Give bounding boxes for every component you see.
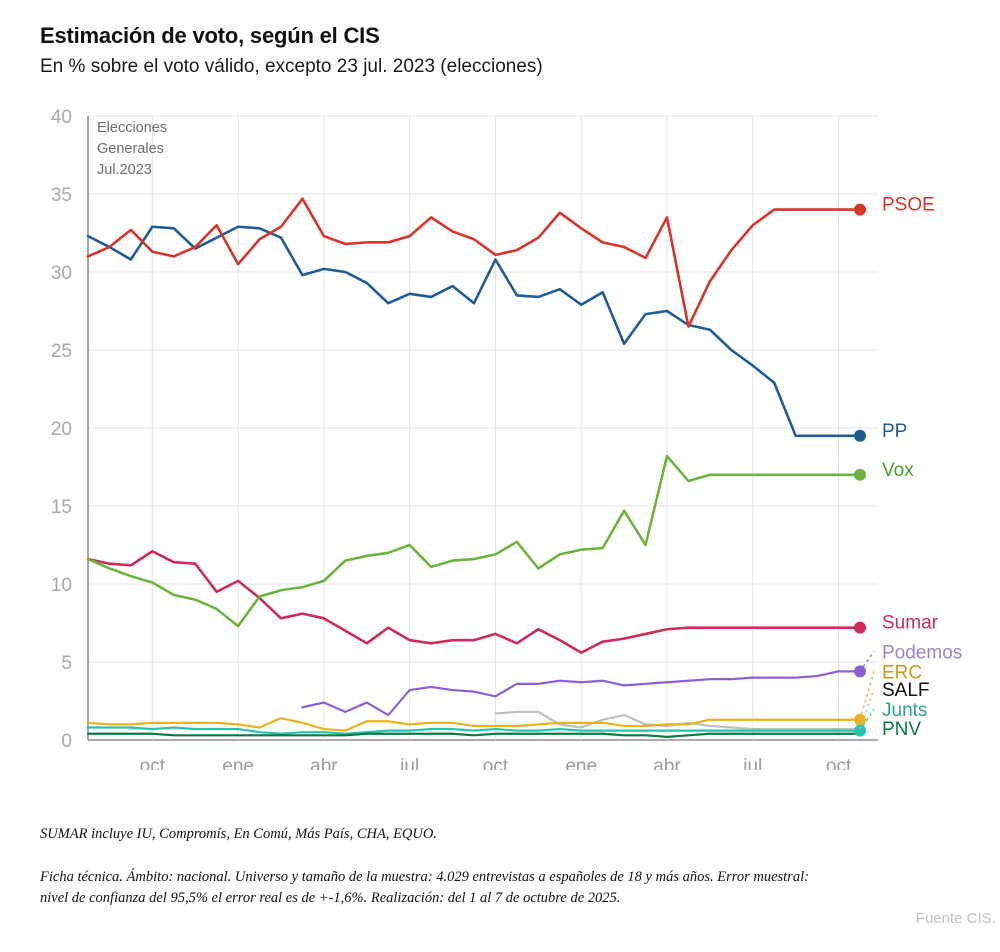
series-label-salf: SALF bbox=[882, 680, 930, 701]
series-endpoint-dot-sumar bbox=[854, 621, 866, 634]
leader-line-salf bbox=[859, 688, 875, 730]
election-annotation-line: Jul.2023 bbox=[97, 162, 152, 178]
x-axis-tick-month: oct bbox=[483, 756, 509, 770]
series-endpoint-dot-pp bbox=[854, 429, 866, 442]
series-label-erc: ERC bbox=[882, 663, 922, 684]
series-line-vox bbox=[86, 454, 862, 628]
y-axis-tick-label: 40 bbox=[51, 107, 72, 128]
series-label-vox: Vox bbox=[882, 460, 914, 481]
y-axis-tick-label: 25 bbox=[51, 341, 72, 362]
series-line-podemos bbox=[301, 670, 862, 717]
x-axis-tick-month: jul bbox=[742, 756, 762, 770]
y-axis-tick-label: 15 bbox=[51, 497, 72, 518]
series-label-podemos: Podemos bbox=[882, 642, 962, 663]
y-axis-tick-label: 20 bbox=[51, 419, 72, 440]
series-label-psoe: PSOE bbox=[882, 195, 935, 216]
series-line-psoe bbox=[86, 197, 862, 328]
series-line-pnv bbox=[86, 732, 862, 738]
source-credit: Fuente CIS. E bbox=[915, 910, 1000, 927]
x-axis-tick-month: ene bbox=[222, 756, 254, 770]
footnote-ficha-tecnica-line1: Ficha técnica. Ámbito: nacional. Univers… bbox=[40, 869, 809, 886]
series-endpoint-dot-psoe bbox=[854, 203, 866, 216]
series-line-pp bbox=[86, 225, 862, 438]
chart-plot-area: 0 5 10 15 20 25 30 35 40 Elecciones Generales Jul.2… bbox=[0, 100, 1000, 770]
series-line-junts bbox=[86, 726, 862, 735]
x-axis-tick-month: abr bbox=[653, 756, 681, 770]
series-endpoint-dot-vox bbox=[854, 468, 866, 481]
election-annotation-line: Generales bbox=[97, 141, 164, 157]
leader-line-podemos bbox=[859, 650, 875, 672]
x-axis-tick-month: oct bbox=[140, 756, 166, 770]
x-axis-tick-month: oct bbox=[826, 756, 852, 770]
election-annotation-line: Elecciones bbox=[97, 120, 167, 136]
series-label-pnv: PNV bbox=[882, 719, 921, 740]
series-line-erc bbox=[86, 717, 862, 732]
chart-footnotes: SUMAR incluye IU, Compromís, En Comú, Má… bbox=[40, 824, 980, 909]
y-axis-tick-label: 10 bbox=[51, 575, 72, 596]
x-axis-tick-month: jul bbox=[399, 756, 419, 770]
series-label-pp: PP bbox=[882, 421, 907, 442]
chart-header: Estimación de voto, según el CIS En % so… bbox=[40, 23, 940, 78]
series-label-sumar: Sumar bbox=[882, 613, 939, 634]
page-title: Estimación de voto, según el CIS bbox=[40, 23, 380, 48]
x-axis-tick-month: ene bbox=[565, 756, 597, 770]
footnote-sumar: SUMAR incluye IU, Compromís, En Comú, Má… bbox=[40, 826, 437, 842]
leader-line-erc bbox=[859, 671, 875, 720]
y-axis-tick-label: 0 bbox=[61, 731, 72, 752]
y-axis-tick-label: 5 bbox=[61, 653, 72, 674]
x-axis-tick-month: abr bbox=[310, 756, 338, 770]
chart-subtitle: En % sobre el voto válido, excepto 23 ju… bbox=[40, 56, 543, 78]
series-label-junts: Junts bbox=[882, 700, 927, 721]
leader-line-junts bbox=[859, 708, 875, 732]
y-axis-tick-label: 35 bbox=[51, 185, 72, 206]
footnote-ficha-tecnica-line2: nivel de confianza del 95,5% el error re… bbox=[40, 890, 621, 907]
series-line-sumar bbox=[86, 549, 862, 654]
y-axis-tick-label: 30 bbox=[51, 263, 72, 284]
line-chart: 0 5 10 15 20 25 30 35 40 Elecciones Generales Jul.2… bbox=[51, 107, 962, 770]
